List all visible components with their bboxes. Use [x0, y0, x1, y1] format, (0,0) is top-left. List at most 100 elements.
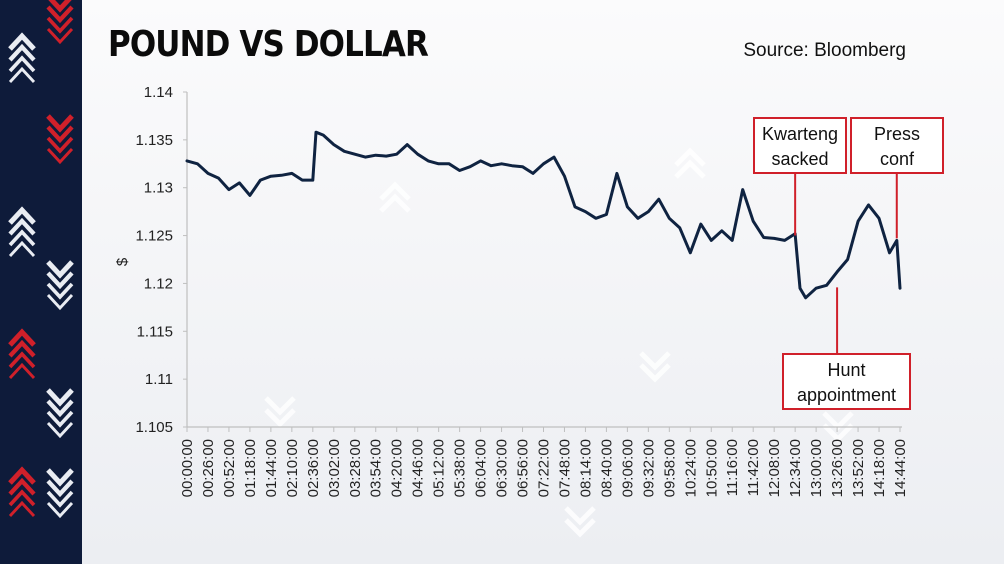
chevron-down-icon	[46, 490, 74, 508]
x-tick-label: 03:28:00	[347, 439, 364, 497]
x-tick-label: 07:48:00	[556, 439, 573, 497]
x-tick-label: 00:00:00	[179, 439, 196, 497]
chevron-down-icon	[48, 0, 72, 13]
x-tick-label: 01:44:00	[263, 439, 280, 497]
x-tick-label: 00:26:00	[200, 439, 217, 497]
chevron-up-icon	[8, 489, 36, 507]
annotation-box	[753, 117, 847, 174]
background-chevron-icon	[639, 351, 671, 371]
chevron-up-icon	[8, 339, 36, 358]
x-tick-label: 08:40:00	[598, 439, 615, 497]
x-tick-label: 03:54:00	[368, 439, 385, 497]
chevron-up-icon	[8, 206, 36, 225]
chevron-down-icon	[46, 468, 74, 487]
y-tick-label: 1.12	[144, 275, 173, 292]
y-tick-label: 1.125	[135, 228, 173, 245]
x-tick-label: 13:52:00	[850, 439, 867, 497]
x-tick-label: 09:58:00	[661, 439, 678, 497]
x-tick-label: 14:18:00	[871, 439, 888, 497]
chevron-down-icon	[46, 410, 74, 428]
source-label: Source: Bloomberg	[743, 40, 906, 61]
x-tick-label: 12:08:00	[766, 439, 783, 497]
chevron-down-icon	[46, 294, 74, 311]
x-tick-label: 11:16:00	[724, 439, 741, 496]
chevron-up-icon	[8, 217, 36, 236]
x-tick-label: 07:22:00	[536, 439, 553, 497]
annotation-label: sacked	[771, 149, 828, 169]
x-tick-label: 11:42:00	[745, 439, 762, 496]
x-tick-label: 01:18:00	[242, 439, 259, 497]
x-tick-label: 14:44:00	[892, 439, 909, 497]
annotation-box	[782, 353, 911, 410]
background-chevron-icon	[822, 423, 854, 443]
chevron-up-icon	[8, 362, 36, 379]
annotation-label: Kwarteng	[762, 124, 838, 144]
chevron-down-icon	[46, 148, 74, 165]
chevron-down-icon	[46, 16, 74, 34]
x-tick-label: 09:06:00	[619, 439, 636, 497]
chevron-up-icon	[8, 66, 36, 83]
y-tick-label: 1.105	[135, 419, 173, 436]
chevron-down-icon	[46, 260, 74, 279]
background-chevron-icon	[564, 506, 596, 526]
y-tick-label: 1.115	[137, 323, 173, 340]
chevron-down-icon	[46, 479, 74, 498]
chevron-up-icon	[8, 229, 36, 247]
y-tick-label: 1.13	[144, 180, 173, 197]
chevron-down-icon	[46, 388, 74, 407]
chevron-up-icon	[8, 328, 36, 347]
chevron-down-icon	[46, 125, 74, 144]
background-chevron-icon	[822, 411, 854, 431]
x-tick-label: 10:50:00	[703, 439, 720, 497]
chevron-down-icon	[46, 5, 74, 24]
chevron-down-icon	[46, 136, 74, 154]
x-tick-label: 00:52:00	[221, 439, 238, 497]
annotation-label: appointment	[797, 385, 896, 405]
chevron-down-icon	[46, 271, 74, 290]
background-chevron-icon	[639, 363, 671, 383]
chevron-down-icon	[46, 399, 74, 418]
x-tick-label: 04:46:00	[410, 439, 427, 497]
chevron-up-icon	[8, 500, 36, 517]
series-line-0	[185, 130, 902, 300]
annotation-label: Press	[874, 124, 920, 144]
x-tick-label: 04:20:00	[389, 439, 406, 497]
chevron-down-icon	[46, 114, 74, 133]
y-tick-label: 1.11	[145, 371, 173, 388]
x-tick-label: 08:14:00	[577, 439, 594, 497]
x-tick-label: 13:26:00	[829, 439, 846, 497]
annotation-box	[850, 117, 944, 174]
background-chevron-icon	[674, 159, 706, 179]
chevron-up-icon	[8, 351, 36, 369]
x-tick-label: 06:56:00	[515, 439, 532, 497]
chevron-up-icon	[8, 32, 36, 51]
x-tick-label: 05:38:00	[452, 439, 469, 497]
chevron-down-icon	[46, 502, 74, 519]
chevron-up-icon	[8, 477, 36, 496]
annotation-label: conf	[880, 149, 915, 169]
background-chevron-icon	[674, 147, 706, 167]
chevron-down-icon	[46, 422, 74, 439]
chevron-up-icon	[8, 55, 36, 73]
chevron-up-icon	[8, 466, 36, 485]
x-tick-label: 09:32:00	[640, 439, 657, 497]
chevron-up-icon	[8, 43, 36, 62]
background-chevron-icon	[564, 518, 596, 538]
annotation-label: Hunt	[827, 360, 865, 380]
y-tick-label: 1.135	[135, 132, 173, 149]
chevron-up-icon	[8, 240, 36, 257]
y-axis-label: $	[114, 257, 131, 266]
background-chevron-icon	[264, 396, 296, 416]
decorative-side-band	[0, 0, 82, 564]
x-tick-label: 06:30:00	[494, 439, 511, 497]
x-tick-label: 10:24:00	[682, 439, 699, 497]
x-tick-label: 02:10:00	[284, 439, 301, 497]
chevron-down-icon	[46, 28, 74, 45]
y-tick-label: 1.14	[144, 84, 173, 101]
x-tick-label: 13:00:00	[808, 439, 825, 497]
x-tick-label: 06:04:00	[473, 439, 490, 497]
background-chevron-icon	[379, 193, 411, 213]
background-chevron-icon	[264, 408, 296, 428]
